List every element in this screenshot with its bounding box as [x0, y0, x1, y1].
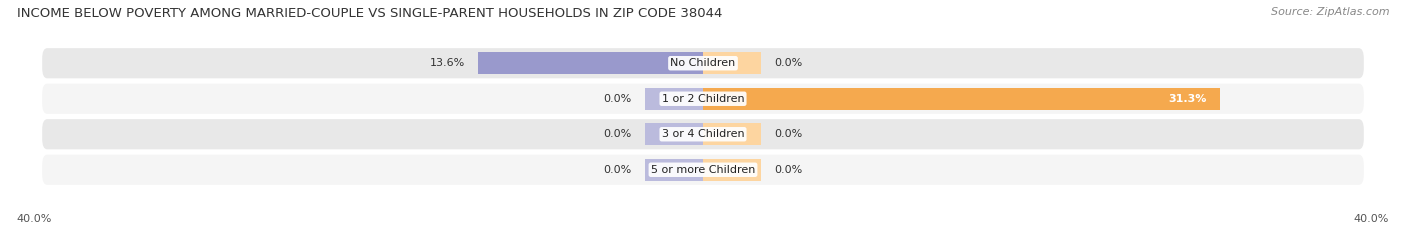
Text: INCOME BELOW POVERTY AMONG MARRIED-COUPLE VS SINGLE-PARENT HOUSEHOLDS IN ZIP COD: INCOME BELOW POVERTY AMONG MARRIED-COUPL…: [17, 7, 723, 20]
Bar: [645, 159, 703, 181]
Text: 0.0%: 0.0%: [603, 165, 631, 175]
FancyBboxPatch shape: [42, 119, 1364, 149]
Bar: [703, 159, 761, 181]
Text: Source: ZipAtlas.com: Source: ZipAtlas.com: [1271, 7, 1389, 17]
Text: 5 or more Children: 5 or more Children: [651, 165, 755, 175]
Bar: [645, 88, 703, 110]
Text: No Children: No Children: [671, 58, 735, 68]
Text: 31.3%: 31.3%: [1168, 94, 1206, 104]
Bar: [478, 52, 703, 74]
Text: 3 or 4 Children: 3 or 4 Children: [662, 129, 744, 139]
Text: 0.0%: 0.0%: [775, 129, 803, 139]
Text: 0.0%: 0.0%: [775, 165, 803, 175]
Bar: [703, 88, 1220, 110]
Text: 0.0%: 0.0%: [775, 58, 803, 68]
Text: 40.0%: 40.0%: [17, 214, 52, 224]
FancyBboxPatch shape: [42, 48, 1364, 78]
Text: 1 or 2 Children: 1 or 2 Children: [662, 94, 744, 104]
Bar: [703, 52, 761, 74]
FancyBboxPatch shape: [42, 155, 1364, 185]
Text: 0.0%: 0.0%: [603, 94, 631, 104]
Text: 0.0%: 0.0%: [603, 129, 631, 139]
Text: 40.0%: 40.0%: [1354, 214, 1389, 224]
Text: 13.6%: 13.6%: [430, 58, 465, 68]
Bar: [703, 123, 761, 145]
Bar: [645, 123, 703, 145]
FancyBboxPatch shape: [42, 84, 1364, 114]
